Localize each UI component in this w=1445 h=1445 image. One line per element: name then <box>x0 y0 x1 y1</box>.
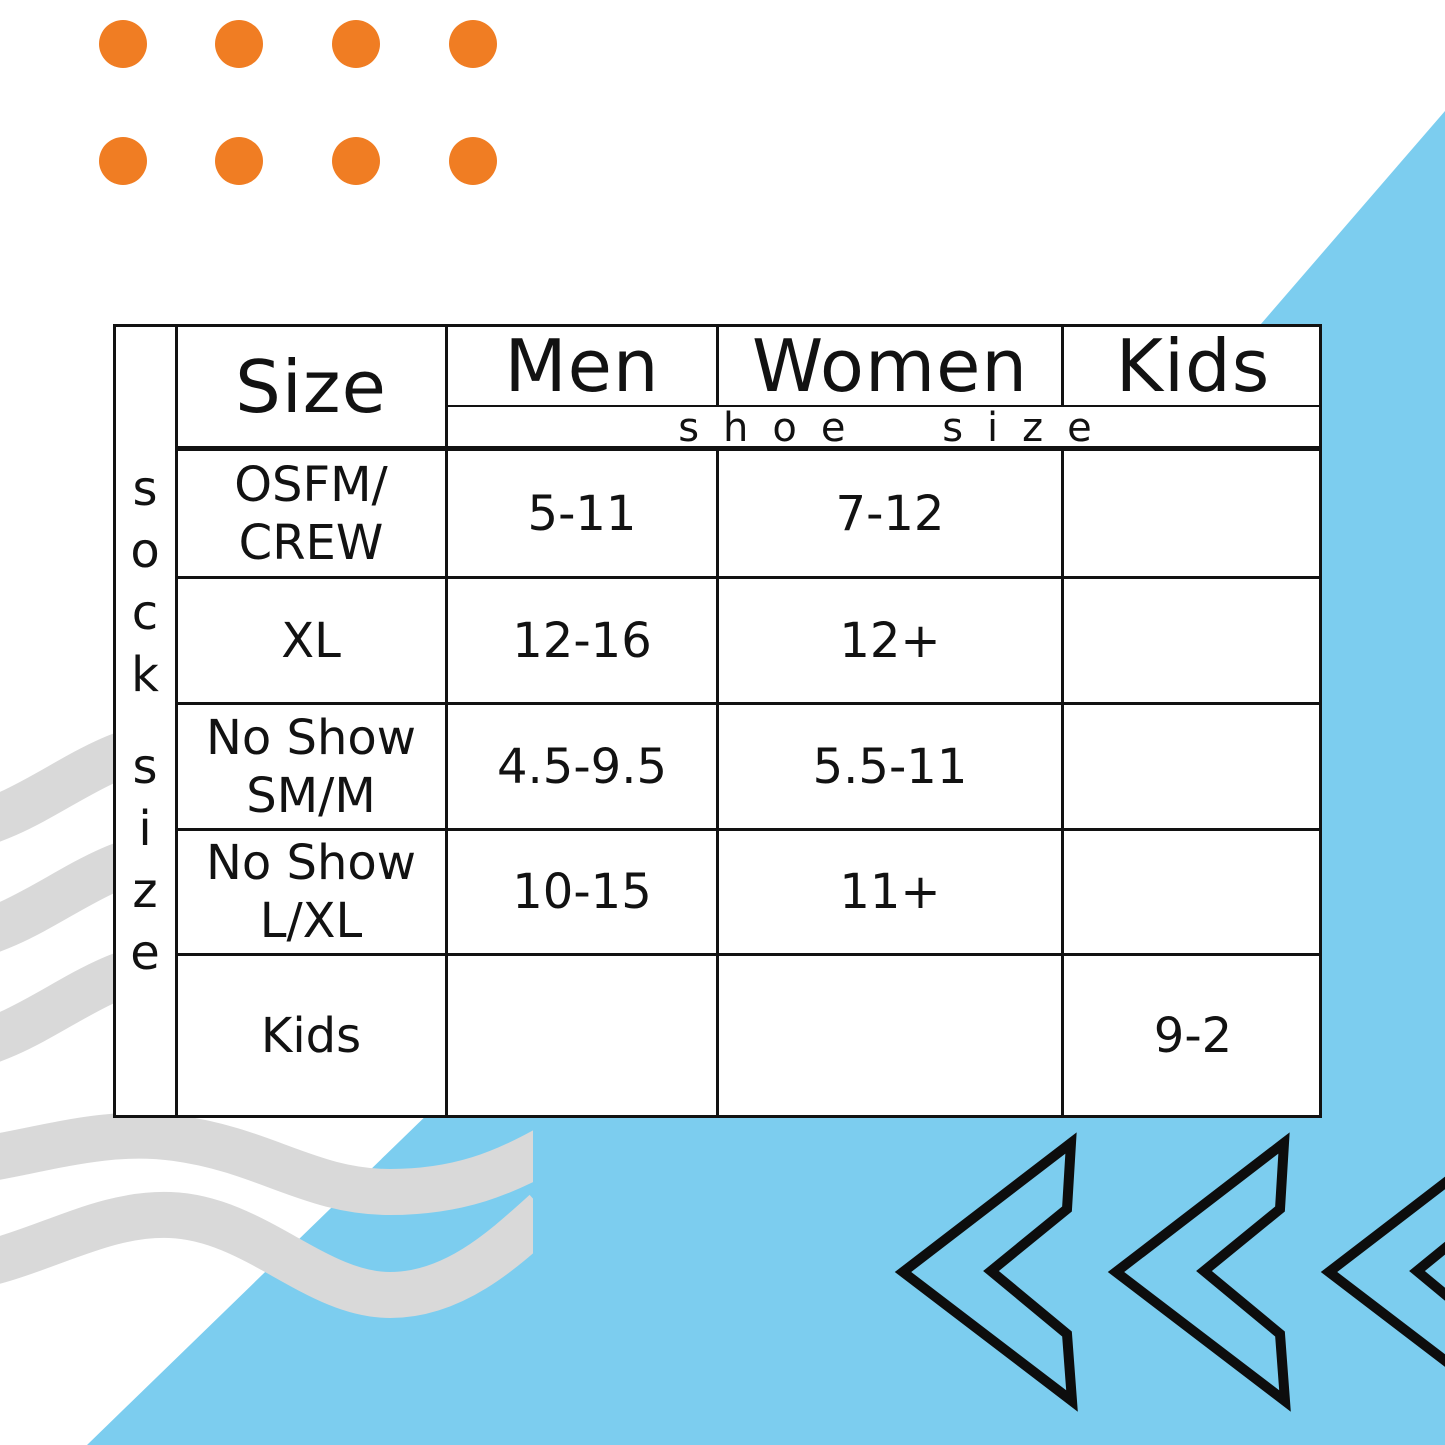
vertical-axis-word: s o c k <box>130 461 160 703</box>
grid-line-vertical <box>716 450 719 1118</box>
chevron-left-icon <box>894 1132 1078 1412</box>
column-header-kids: Kids <box>1115 323 1271 408</box>
cell-kids <box>1064 705 1322 828</box>
grid-line-horizontal <box>175 828 1322 831</box>
vertical-axis-label: s o c k s i z e <box>113 324 177 1118</box>
orange-dot <box>332 137 380 185</box>
subheader-shoe-size: shoe size <box>678 404 1116 451</box>
cell-men <box>448 956 716 1115</box>
dot-grid <box>99 20 497 185</box>
table-border-right <box>1319 324 1322 1118</box>
orange-dot <box>449 20 497 68</box>
grid-line-vertical <box>1061 324 1064 407</box>
wave-stripe <box>0 1191 533 1319</box>
sock-size-chart: s o c k s i z e Size Men Women Kids shoe… <box>113 324 1322 1118</box>
orange-dot <box>215 137 263 185</box>
grid-line-horizontal <box>175 953 1322 956</box>
row-label: XL <box>281 612 341 669</box>
vertical-axis-word: s i z e <box>130 739 160 981</box>
cell-men: 10-15 <box>512 864 652 920</box>
orange-dot <box>215 20 263 68</box>
column-header-women: Women <box>751 323 1029 408</box>
cell-kids <box>1064 579 1322 702</box>
orange-dot <box>332 20 380 68</box>
chevron-left-icon <box>1107 1132 1291 1412</box>
cell-women <box>719 956 1061 1115</box>
grid-line-horizontal <box>445 405 1322 407</box>
cell-women: 7-12 <box>835 485 945 542</box>
grid-line-vertical <box>175 324 178 1118</box>
cell-women: 11+ <box>839 864 941 920</box>
chevron-left-icon <box>1320 1176 1445 1367</box>
chevron-group <box>894 1132 1445 1412</box>
orange-dot <box>99 20 147 68</box>
grid-line-vertical <box>1061 450 1064 1118</box>
corner-header-size: Size <box>235 345 387 429</box>
row-label: No Show SM/M <box>205 709 417 824</box>
grid-line-vertical <box>716 324 719 407</box>
cell-women: 12+ <box>839 612 941 669</box>
grid-line-horizontal <box>175 576 1322 579</box>
row-label: OSFM/ CREW <box>234 456 388 571</box>
row-label: No Show L/XL <box>205 835 417 949</box>
grid-line-vertical <box>445 324 448 1118</box>
cell-men: 4.5-9.5 <box>497 738 667 795</box>
column-header-men: Men <box>504 323 660 408</box>
cell-kids: 9-2 <box>1153 1007 1233 1064</box>
cell-women: 5.5-11 <box>812 738 968 795</box>
table-border-left <box>113 324 116 1118</box>
cell-kids <box>1064 831 1322 953</box>
row-label: Kids <box>260 1007 362 1064</box>
cell-kids <box>1064 451 1322 576</box>
wave-stripe <box>0 1112 533 1216</box>
cell-men: 5-11 <box>527 485 637 542</box>
grid-line-horizontal <box>175 702 1322 705</box>
grid-line-horizontal-thick <box>175 446 1322 451</box>
orange-dot <box>449 137 497 185</box>
orange-dot <box>99 137 147 185</box>
cell-men: 12-16 <box>512 612 652 669</box>
